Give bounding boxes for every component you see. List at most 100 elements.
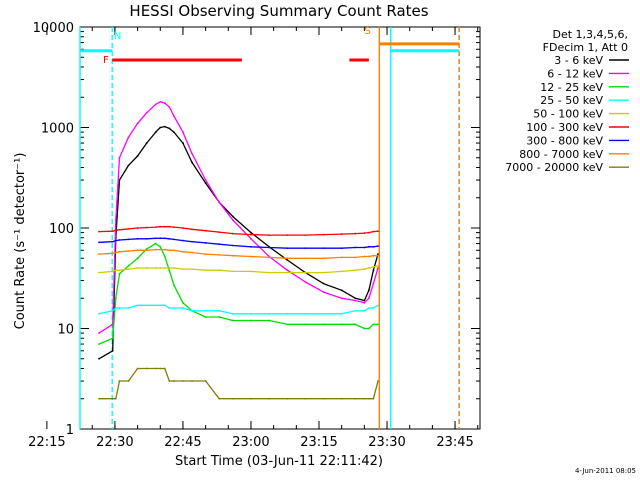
data-point <box>268 312 271 315</box>
data-point <box>191 251 193 254</box>
legend-entry-1: 6 - 12 keV <box>547 67 603 80</box>
data-point <box>322 257 325 260</box>
data-point <box>377 267 379 269</box>
data-point <box>204 253 207 255</box>
data-point <box>118 269 121 272</box>
data-point <box>191 309 193 312</box>
data-point <box>154 131 157 133</box>
data-point <box>372 397 375 400</box>
data-point <box>159 237 162 240</box>
data-point <box>136 257 139 260</box>
data-point <box>168 267 171 269</box>
data-point <box>98 253 100 255</box>
x-axis-label: Start Time (03-Jun-11 22:11:42) <box>175 454 383 469</box>
data-point <box>340 312 343 315</box>
data-point <box>114 229 117 232</box>
data-point <box>204 269 207 272</box>
data-point <box>127 164 130 167</box>
data-point <box>159 225 162 228</box>
data-point <box>145 249 148 252</box>
data-point <box>218 309 221 312</box>
data-point <box>218 243 221 246</box>
data-point <box>191 228 193 231</box>
data-point <box>377 323 379 326</box>
data-point <box>204 242 207 244</box>
data-point <box>154 226 157 229</box>
data-point <box>127 268 130 270</box>
legend-header-line-2: FDecim 1, Att 0 <box>543 41 628 54</box>
data-point <box>118 179 121 181</box>
legend-entry-3: 25 - 50 keV <box>540 94 603 107</box>
data-point <box>168 225 171 228</box>
data-point <box>136 237 139 240</box>
data-point <box>168 380 171 382</box>
series-line-5 <box>98 226 379 236</box>
data-point <box>98 312 100 315</box>
data-point <box>286 323 289 326</box>
data-point <box>172 267 175 269</box>
data-point <box>98 230 100 233</box>
data-point <box>340 270 343 273</box>
data-point <box>268 234 271 236</box>
data-point <box>182 131 184 133</box>
legend: Det 1,3,4,5,6, FDecim 1, Att 0 3 - 6 keV… <box>505 28 629 174</box>
data-point <box>111 230 114 233</box>
data-point <box>191 268 193 270</box>
data-point <box>231 232 234 235</box>
data-point <box>163 304 166 307</box>
x-tick-label: 23:45 <box>436 435 473 450</box>
data-point <box>218 231 221 234</box>
data-point <box>114 307 117 309</box>
y-axis-label: Count Rate (s⁻¹ detector⁻¹) <box>13 153 28 330</box>
data-point <box>363 299 366 302</box>
data-point <box>340 289 343 292</box>
data-point <box>340 297 343 300</box>
data-point <box>268 271 271 274</box>
data-point <box>114 219 117 221</box>
data-point <box>204 182 207 184</box>
data-point <box>127 250 130 252</box>
x-tick-label: 22:45 <box>164 435 201 450</box>
data-point <box>363 268 366 270</box>
series-line-0 <box>98 125 379 360</box>
data-point <box>182 250 184 253</box>
data-point <box>354 269 357 272</box>
data-point <box>204 380 207 382</box>
data-point <box>354 323 357 326</box>
data-point <box>377 253 379 255</box>
data-point <box>168 106 171 108</box>
data-point <box>354 232 357 235</box>
data-point <box>127 227 130 230</box>
data-point <box>286 234 289 236</box>
data-point <box>163 248 166 251</box>
data-point <box>98 357 100 360</box>
data-point <box>127 380 130 382</box>
data-point <box>231 254 234 257</box>
data-point <box>367 307 370 309</box>
data-point <box>163 367 166 370</box>
y-tick-label: 100 <box>49 222 74 237</box>
series-line-7 <box>98 248 378 259</box>
data-point <box>114 297 117 300</box>
flag-label-n: N <box>114 31 121 42</box>
data-point <box>182 380 184 382</box>
data-point <box>250 270 252 273</box>
data-point <box>118 239 121 241</box>
x-tick-label: 23:15 <box>300 435 337 450</box>
data-point <box>268 256 271 259</box>
data-point <box>367 397 370 400</box>
data-point <box>204 309 207 312</box>
data-point <box>111 252 114 255</box>
data-point <box>372 307 375 309</box>
data-point <box>322 233 325 236</box>
data-point <box>340 323 343 326</box>
data-point <box>136 367 139 370</box>
data-point <box>304 271 307 274</box>
data-point <box>114 251 117 254</box>
data-point <box>145 237 148 240</box>
data-point <box>114 239 117 242</box>
data-point <box>363 255 366 258</box>
data-point <box>168 307 171 309</box>
data-point <box>218 397 221 400</box>
data-point <box>145 111 148 114</box>
